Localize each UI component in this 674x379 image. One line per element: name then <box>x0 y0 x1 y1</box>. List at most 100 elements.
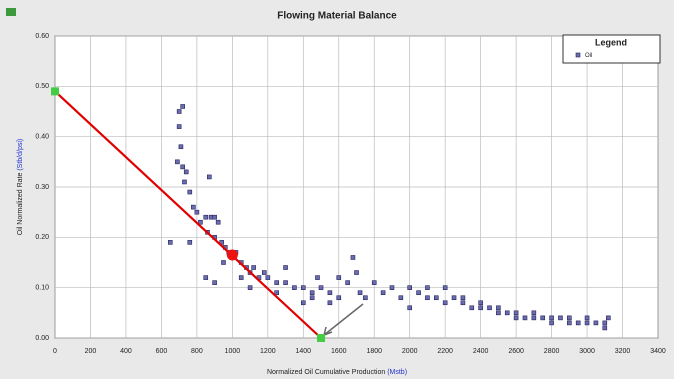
point <box>558 315 563 321</box>
y-tick-label: 0.20 <box>35 234 49 241</box>
point <box>175 159 180 165</box>
point <box>442 285 448 290</box>
x-tick-label: 1400 <box>296 348 312 355</box>
y-tick-label: 0.60 <box>35 33 49 40</box>
x-tick-label: 2000 <box>402 348 418 355</box>
point <box>350 255 356 260</box>
point <box>354 270 359 275</box>
point <box>602 320 608 326</box>
point <box>460 300 466 306</box>
point <box>327 290 333 296</box>
point <box>478 300 483 306</box>
point <box>513 310 519 316</box>
point <box>247 285 253 290</box>
point <box>198 219 203 225</box>
point <box>183 169 189 175</box>
point <box>180 104 185 109</box>
y-tick-label: 0.10 <box>35 285 49 292</box>
legend-marker <box>575 52 581 58</box>
point <box>300 285 306 290</box>
point <box>513 315 519 321</box>
point <box>274 290 279 296</box>
point <box>203 275 209 280</box>
x-tick-label: 3400 <box>650 348 666 355</box>
fit-line <box>54 90 322 339</box>
point <box>309 290 315 296</box>
icon[interactable] <box>6 8 16 16</box>
point <box>283 265 288 270</box>
point <box>336 295 342 301</box>
point <box>487 305 492 311</box>
point <box>212 214 217 220</box>
point <box>531 315 537 321</box>
point <box>496 305 501 311</box>
point <box>261 270 267 275</box>
y-tick-label: 0.40 <box>35 134 49 141</box>
point <box>238 275 244 280</box>
arrow <box>323 303 364 336</box>
point <box>274 280 279 285</box>
grid <box>54 35 659 339</box>
point <box>575 320 581 326</box>
line-endpoint <box>51 87 59 96</box>
point <box>176 124 182 129</box>
point <box>167 240 173 245</box>
point <box>180 164 185 170</box>
point <box>389 285 395 290</box>
point <box>540 315 546 321</box>
x-tick-label: 800 <box>191 348 203 355</box>
point <box>221 260 226 265</box>
point <box>187 189 193 195</box>
y-label: Oil Normalized Rate <box>17 171 24 236</box>
x-tick-label: 1600 <box>331 348 347 355</box>
point <box>522 315 528 321</box>
point <box>398 295 404 301</box>
point <box>425 295 430 301</box>
point <box>309 295 315 301</box>
point <box>567 320 572 326</box>
y-tick-label: 0.50 <box>35 83 49 90</box>
point <box>318 285 324 290</box>
x-unit: (Mstb) <box>387 369 407 376</box>
point <box>283 280 288 285</box>
point <box>363 295 368 301</box>
point <box>206 174 212 180</box>
point <box>265 275 271 280</box>
point <box>478 305 483 311</box>
marks <box>51 87 611 342</box>
point <box>549 315 554 321</box>
point <box>469 305 475 311</box>
point <box>292 285 297 290</box>
x-tick-label: 400 <box>120 348 132 355</box>
x-tick-label: 600 <box>156 348 168 355</box>
x-tick-label: 200 <box>85 348 97 355</box>
point <box>407 305 413 311</box>
point <box>504 310 510 316</box>
x-axis-label: Normalized Oil Cumulative Production (Ms… <box>267 369 407 376</box>
point <box>593 320 599 326</box>
y-axis-label: Oil Normalized Rate (Stb/d/psi) <box>17 139 24 235</box>
point <box>434 295 439 301</box>
x-tick-label: 2600 <box>508 348 524 355</box>
point <box>336 275 342 280</box>
point <box>215 219 221 225</box>
x-tick-label: 3000 <box>579 348 595 355</box>
point <box>187 240 193 245</box>
y-tick-label: 0.00 <box>35 335 49 342</box>
point <box>567 315 572 321</box>
point <box>460 295 466 301</box>
point <box>371 280 377 285</box>
point <box>182 179 187 185</box>
x-tick-label: 2800 <box>544 348 560 355</box>
point <box>584 320 590 326</box>
point <box>219 240 225 245</box>
x-tick-label: 1200 <box>260 348 276 355</box>
point <box>442 300 448 306</box>
x-tick-label: 3200 <box>615 348 631 355</box>
point <box>300 300 306 306</box>
point <box>251 265 256 270</box>
point <box>176 109 182 114</box>
x-tick-label: 2400 <box>473 348 489 355</box>
